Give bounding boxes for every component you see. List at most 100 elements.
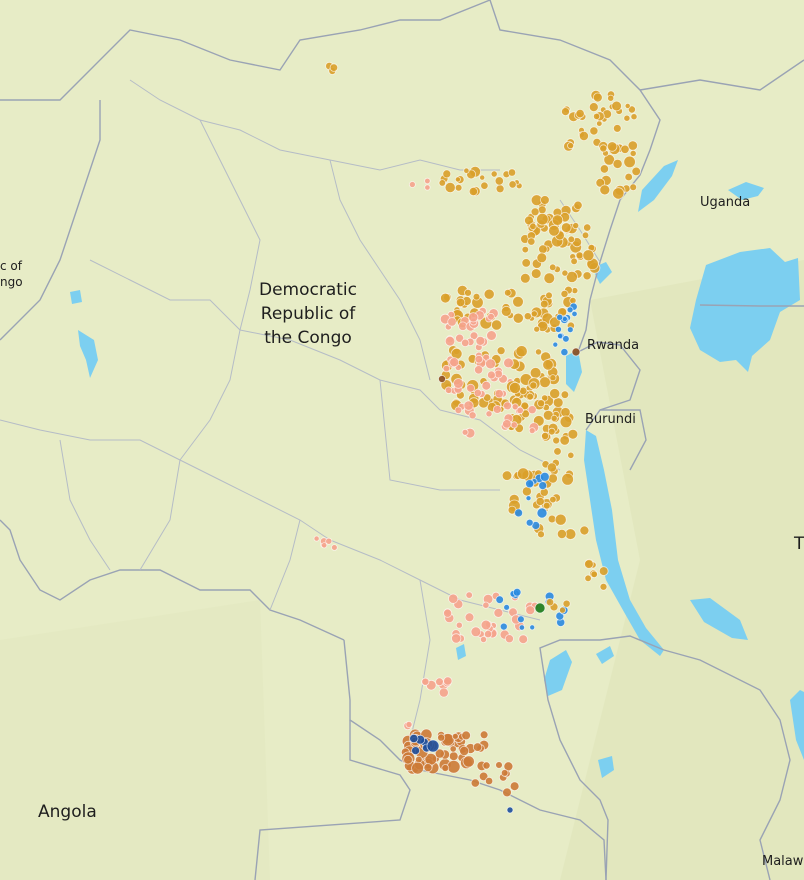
event-point[interactable] xyxy=(559,435,570,446)
event-point[interactable] xyxy=(446,759,461,774)
event-point[interactable] xyxy=(515,345,528,358)
event-point[interactable] xyxy=(599,184,611,196)
event-point[interactable] xyxy=(411,746,421,755)
event-point[interactable] xyxy=(485,358,496,370)
event-point[interactable] xyxy=(459,746,470,757)
event-point[interactable] xyxy=(603,154,615,166)
event-point[interactable] xyxy=(529,381,538,390)
event-point[interactable] xyxy=(541,431,550,440)
event-point[interactable] xyxy=(442,169,452,179)
event-point[interactable] xyxy=(578,130,589,141)
event-point[interactable] xyxy=(567,451,575,459)
event-point[interactable] xyxy=(533,325,541,333)
event-point[interactable] xyxy=(572,222,580,230)
event-point[interactable] xyxy=(455,297,466,308)
event-point[interactable] xyxy=(565,270,578,283)
event-point[interactable] xyxy=(454,406,463,415)
event-point[interactable] xyxy=(483,288,495,300)
event-point[interactable] xyxy=(514,508,523,518)
event-point[interactable] xyxy=(539,471,550,482)
event-point[interactable] xyxy=(536,252,548,264)
event-point[interactable] xyxy=(536,212,549,226)
event-point[interactable] xyxy=(612,158,623,169)
event-point[interactable] xyxy=(534,602,546,614)
event-point[interactable] xyxy=(503,604,510,611)
event-point[interactable] xyxy=(561,269,569,277)
event-point[interactable] xyxy=(512,295,524,308)
event-point[interactable] xyxy=(455,333,465,343)
event-point[interactable] xyxy=(556,332,564,340)
event-point[interactable] xyxy=(561,107,570,116)
event-point[interactable] xyxy=(612,187,625,200)
event-point[interactable] xyxy=(525,518,534,527)
event-point[interactable] xyxy=(583,223,592,232)
event-point[interactable] xyxy=(501,470,513,481)
event-point[interactable] xyxy=(527,405,537,415)
event-point[interactable] xyxy=(508,381,521,394)
event-point[interactable] xyxy=(541,394,549,402)
event-point[interactable] xyxy=(552,341,559,348)
event-point[interactable] xyxy=(570,257,578,265)
event-point[interactable] xyxy=(607,94,615,102)
event-point[interactable] xyxy=(493,608,504,618)
event-point[interactable] xyxy=(444,386,453,394)
event-point[interactable] xyxy=(549,263,557,271)
event-point[interactable] xyxy=(424,177,431,185)
event-point[interactable] xyxy=(461,730,471,741)
event-point[interactable] xyxy=(329,63,339,72)
event-point[interactable] xyxy=(494,389,504,399)
event-point[interactable] xyxy=(549,495,557,504)
event-point[interactable] xyxy=(448,593,459,604)
event-point[interactable] xyxy=(571,347,581,357)
event-point[interactable] xyxy=(526,392,534,401)
event-point[interactable] xyxy=(560,390,570,399)
event-point[interactable] xyxy=(590,570,598,578)
event-point[interactable] xyxy=(630,113,638,121)
event-point[interactable] xyxy=(547,514,557,524)
event-point[interactable] xyxy=(451,633,462,644)
event-point[interactable] xyxy=(486,330,497,341)
event-point[interactable] xyxy=(528,427,536,435)
event-point[interactable] xyxy=(562,599,571,608)
event-point[interactable] xyxy=(502,787,512,798)
event-point[interactable] xyxy=(451,732,459,740)
event-point[interactable] xyxy=(461,338,470,348)
event-point[interactable] xyxy=(474,354,484,364)
event-point[interactable] xyxy=(537,399,546,408)
event-point[interactable] xyxy=(624,172,633,182)
event-point[interactable] xyxy=(525,495,532,502)
event-point[interactable] xyxy=(504,634,514,644)
event-point[interactable] xyxy=(547,473,558,484)
event-point[interactable] xyxy=(529,624,536,631)
event-point[interactable] xyxy=(453,378,464,389)
event-point[interactable] xyxy=(480,181,489,190)
event-point[interactable] xyxy=(464,612,475,623)
event-point[interactable] xyxy=(579,525,590,536)
event-point[interactable] xyxy=(495,595,504,604)
event-point[interactable] xyxy=(575,251,584,260)
event-point[interactable] xyxy=(538,481,548,491)
event-point[interactable] xyxy=(575,109,585,119)
event-point[interactable] xyxy=(490,170,498,178)
event-point[interactable] xyxy=(592,92,603,103)
event-point[interactable] xyxy=(559,606,567,614)
event-point[interactable] xyxy=(623,155,636,169)
event-point[interactable] xyxy=(503,288,512,297)
event-point[interactable] xyxy=(454,184,463,192)
event-point[interactable] xyxy=(518,624,526,631)
event-point[interactable] xyxy=(562,335,570,343)
event-point[interactable] xyxy=(629,149,637,157)
event-point[interactable] xyxy=(556,313,564,321)
event-point[interactable] xyxy=(443,676,453,686)
event-point[interactable] xyxy=(325,537,333,545)
event-point[interactable] xyxy=(566,326,574,334)
event-point[interactable] xyxy=(518,634,528,644)
event-point[interactable] xyxy=(624,102,631,109)
event-point[interactable] xyxy=(434,748,445,759)
event-point[interactable] xyxy=(535,496,545,506)
event-point[interactable] xyxy=(536,507,548,519)
event-point[interactable] xyxy=(524,215,534,226)
event-point[interactable] xyxy=(535,348,543,356)
event-point[interactable] xyxy=(331,544,338,551)
